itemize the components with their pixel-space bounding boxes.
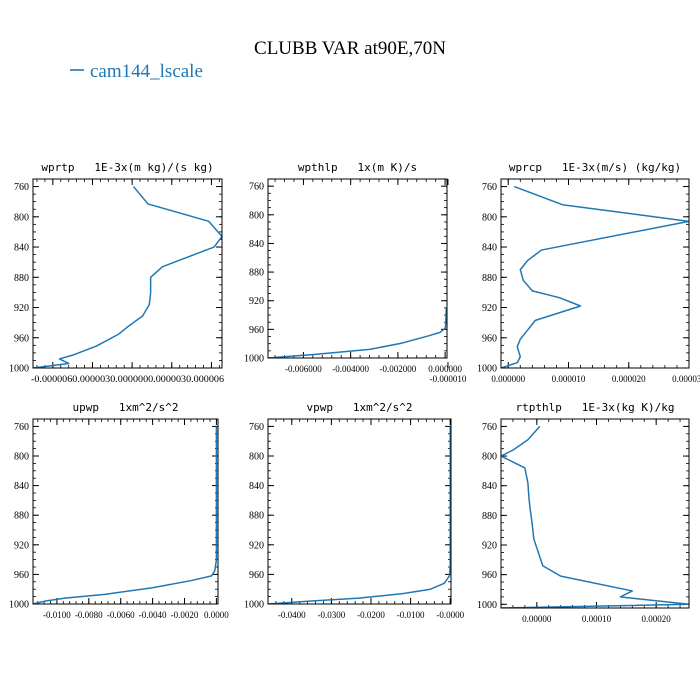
panel-title: upwp 1xm^2/s^2 xyxy=(73,401,179,414)
panel-frame xyxy=(267,178,448,359)
y-tick-label: 1000 xyxy=(9,600,29,611)
x-tick-label: -0.0000060.0000030.0000000.0000030.00000… xyxy=(31,374,225,384)
y-tick-label: 840 xyxy=(249,481,264,492)
y-tick-label: 760 xyxy=(482,422,497,433)
y-tick-label: 920 xyxy=(249,296,264,307)
panel-frame xyxy=(32,178,223,369)
y-tick-label: 840 xyxy=(14,481,29,492)
x-tick-label: -0.0080 xyxy=(75,610,103,620)
y-tick-label: 960 xyxy=(249,325,264,336)
panel-frame xyxy=(500,178,690,369)
x-tick-label: 0.00010 xyxy=(582,614,612,624)
y-tick-label: 1000 xyxy=(477,364,497,375)
y-tick-label: 960 xyxy=(482,333,497,344)
y-tick-label: 880 xyxy=(249,268,264,279)
y-tick-label: 880 xyxy=(482,273,497,284)
panel-5: vpwp 1xm^2/s^2 760 800 840 880 920 960 1000 -0.0… xyxy=(244,401,465,620)
y-tick-label: 920 xyxy=(482,303,497,314)
panel-title: wprcp 1E-3x(m/s) (kg/kg) xyxy=(509,161,681,174)
x-tick-label: -0.0400 xyxy=(278,610,306,620)
y-tick-label: 880 xyxy=(482,511,497,522)
panels: wprtp 1E-3x(m kg)/(s kg) 760 800 840 880 920 9… xyxy=(9,161,700,624)
data-line xyxy=(33,186,222,368)
panel-title: rtpthlp 1E-3x(kg K)/kg xyxy=(516,401,675,414)
x-tick-label: 0.000000 xyxy=(428,364,462,374)
x-tick-label: 0.000000 xyxy=(491,374,525,384)
x-tick-label: -0.0040 xyxy=(139,610,167,620)
x-tick-label: -0.0100 xyxy=(43,610,71,620)
panel-3: wprcp 1E-3x(m/s) (kg/kg) 760 800 840 880 920 9… xyxy=(430,161,700,384)
panel-frame xyxy=(500,418,690,609)
x-tick-label: 0.00020 xyxy=(642,614,672,624)
panel-4: upwp 1xm^2/s^2 760 800 840 880 920 960 1000 -0.0… xyxy=(9,401,229,620)
y-tick-label: 800 xyxy=(482,212,497,223)
y-tick-label: 960 xyxy=(482,570,497,581)
y-tick-label: 800 xyxy=(14,212,29,223)
legend: cam144_lscale xyxy=(70,61,203,82)
x-tick-label: -0.0300 xyxy=(318,610,346,620)
data-line xyxy=(33,426,218,604)
data-line xyxy=(501,425,689,608)
panel-title: wpthlp 1x(m K)/s xyxy=(298,161,417,174)
y-tick-label: 760 xyxy=(249,182,264,193)
x-tick-label: -0.002000 xyxy=(380,364,417,374)
y-tick-label: 920 xyxy=(14,540,29,551)
legend-label: cam144_lscale xyxy=(90,61,203,82)
x-tick-label: -0.006000 xyxy=(285,364,322,374)
y-tick-label: 1000 xyxy=(244,600,264,611)
x-tick-label: -0.004000 xyxy=(332,364,369,374)
x-tick-label: 0.00000 xyxy=(522,614,552,624)
y-tick-label: 880 xyxy=(14,273,29,284)
x-tick-label: -0.0200 xyxy=(357,610,385,620)
x-tick-label: 0.000030 xyxy=(672,374,700,384)
y-tick-label: 1000 xyxy=(477,600,497,611)
y-tick-label: 760 xyxy=(249,422,264,433)
y-tick-label: 960 xyxy=(249,570,264,581)
x-tick-label: -0.0020 xyxy=(171,610,199,620)
y-tick-label: 840 xyxy=(482,243,497,254)
y-tick-label: 920 xyxy=(482,541,497,552)
y-tick-label: 760 xyxy=(482,182,497,193)
x-tick-label: 0.000020 xyxy=(612,374,646,384)
x-tick-label: 0.000010 xyxy=(552,374,586,384)
y-tick-label: 920 xyxy=(249,540,264,551)
y-tick-label: 840 xyxy=(14,243,29,254)
y-tick-label: 760 xyxy=(14,182,29,193)
data-line xyxy=(501,185,689,368)
panel-frame xyxy=(32,418,219,605)
x-tick-label: 0.0000 xyxy=(204,610,229,620)
y-tick-label: 840 xyxy=(482,481,497,492)
y-tick-label: 920 xyxy=(14,303,29,314)
x-tick-label: -0.0060 xyxy=(107,610,135,620)
figure-title: CLUBB VAR at90E,70N xyxy=(254,38,446,59)
y-tick-label: 800 xyxy=(249,210,264,221)
panel-title: vpwp 1xm^2/s^2 xyxy=(307,401,413,414)
y-tick-label: 1000 xyxy=(244,354,264,365)
data-line xyxy=(268,426,451,604)
x-tick-label: -0.0000 xyxy=(436,610,464,620)
panel-title: wprtp 1E-3x(m kg)/(s kg) xyxy=(41,161,213,174)
y-tick-label: 840 xyxy=(249,239,264,250)
y-tick-label: 880 xyxy=(249,511,264,522)
panel-2: wpthlp 1x(m K)/s 760 800 840 880 920 960 1000 -0… xyxy=(244,161,462,374)
y-tick-label: 880 xyxy=(14,511,29,522)
y-tick-label: 760 xyxy=(14,422,29,433)
x-tick-label: -0.0100 xyxy=(397,610,425,620)
y-tick-label: 960 xyxy=(14,333,29,344)
y-tick-label: 800 xyxy=(14,452,29,463)
y-tick-label: 800 xyxy=(482,452,497,463)
data-line xyxy=(268,307,447,358)
x-tick-label: -0.000010 xyxy=(430,374,467,384)
y-tick-label: 1000 xyxy=(9,364,29,375)
panel-6: rtpthlp 1E-3x(kg K)/kg 760 800 840 880 920 960… xyxy=(477,401,690,624)
panel-frame xyxy=(267,418,452,605)
y-tick-label: 960 xyxy=(14,570,29,581)
y-tick-label: 800 xyxy=(249,452,264,463)
panel-1: wprtp 1E-3x(m kg)/(s kg) 760 800 840 880 920 9… xyxy=(9,161,225,384)
